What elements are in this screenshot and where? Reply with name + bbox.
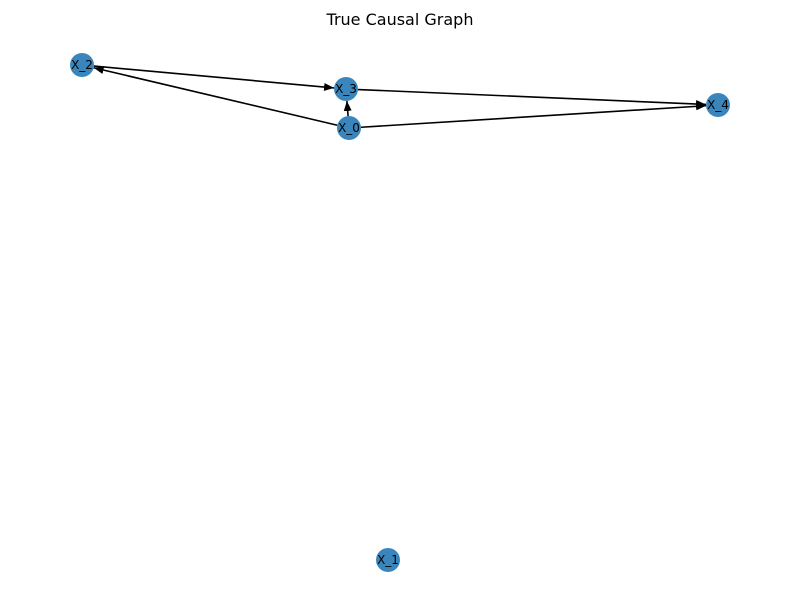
edge-X_0-to-X_3 <box>343 100 352 117</box>
edge-X_0-to-X_4 <box>360 102 707 129</box>
node-X_2: X_2 <box>70 53 94 77</box>
node-X_1: X_1 <box>376 548 400 572</box>
edge-X_2-to-X_3 <box>93 65 335 91</box>
edges-layer <box>93 65 707 129</box>
node-X_3: X_3 <box>334 77 358 101</box>
graph-title: True Causal Graph <box>326 10 474 29</box>
edge-X_0-to-X_2 <box>93 66 338 127</box>
node-circle <box>706 93 730 117</box>
edge-X_3-to-X_4 <box>357 88 707 109</box>
node-label: X_2 <box>71 58 93 72</box>
node-X_0: X_0 <box>337 116 361 140</box>
node-circle <box>376 548 400 572</box>
node-circle <box>337 116 361 140</box>
node-circle <box>334 77 358 101</box>
node-X_4: X_4 <box>706 93 730 117</box>
node-label: X_1 <box>377 553 399 567</box>
nodes-layer: X_0 X_1 X_2 X_3 X_4 <box>70 53 730 572</box>
node-circle <box>70 53 94 77</box>
node-label: X_3 <box>335 82 357 96</box>
node-label: X_0 <box>338 121 360 135</box>
node-label: X_4 <box>707 98 729 112</box>
